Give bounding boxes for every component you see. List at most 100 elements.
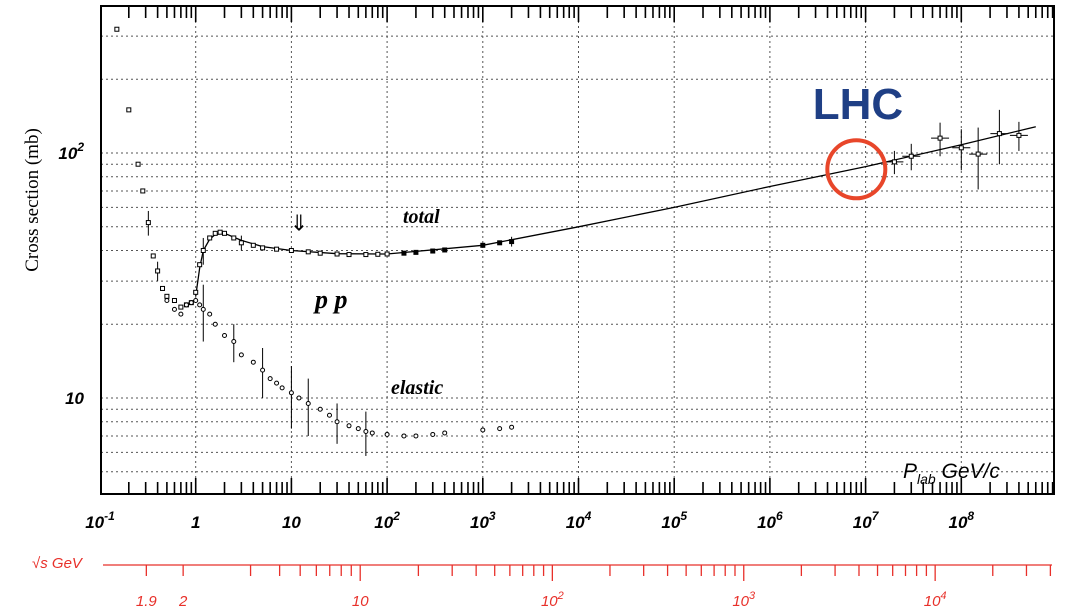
total-data-point [200, 247, 206, 253]
y-tick-label: 10 [65, 389, 84, 408]
elastic-data-point [401, 433, 407, 439]
total-data-point [305, 249, 311, 255]
total-data-point [222, 230, 228, 236]
elastic-data-point [178, 311, 184, 317]
total-data-point [207, 235, 213, 241]
total-data-point [509, 239, 515, 245]
total-data-point [155, 268, 161, 274]
total-data-point [260, 245, 266, 251]
total-data-point [145, 220, 151, 226]
x-tick-label: 105 [661, 509, 687, 532]
elastic-data-point [509, 424, 515, 430]
total-high-energy-data-point [958, 145, 964, 151]
annotation-process: p p [313, 285, 348, 314]
elastic-data-point [193, 298, 199, 304]
elastic-data-point [296, 395, 302, 401]
y-tick-labels: 102 10 [58, 140, 84, 408]
total-data-point [150, 253, 156, 259]
elastic-data-point [355, 426, 361, 432]
total-data-point [384, 251, 390, 257]
elastic-data-point [231, 339, 237, 345]
x-axis-label-main: P [903, 460, 917, 483]
x-tick-label: 106 [757, 509, 783, 532]
total-data-point [250, 242, 256, 248]
elastic-data-point [442, 430, 448, 436]
total-data-point [164, 293, 170, 299]
total-data-point [212, 230, 218, 236]
total-high-energy-data-point [891, 159, 897, 165]
lhc-circle [825, 138, 888, 201]
sqrt-s-tick-label: 2 [178, 593, 188, 607]
total-high-energy-data-point [908, 153, 914, 159]
elastic-data-point [222, 332, 228, 338]
x-axis-label: Plab GeV/c [903, 460, 1000, 487]
x-tick-label: 1 [191, 513, 200, 532]
fit-curve [195, 126, 1036, 297]
lhc-label: LHC [813, 80, 903, 129]
sqrt-s-tick-label: 102 [541, 590, 564, 607]
x-tick-label: 102 [374, 509, 400, 532]
annotation-total: total [403, 206, 440, 228]
elastic-data-point [267, 376, 273, 382]
elastic-data-point [288, 390, 294, 396]
total-high-energy-data-point [996, 131, 1002, 137]
y-axis-label: Cross section (mb) [22, 128, 43, 272]
total-data-point [375, 251, 381, 257]
total-data-point [135, 161, 141, 167]
elastic-data-point [480, 427, 486, 433]
total-data-point [217, 229, 223, 235]
elastic-data-point [212, 321, 218, 327]
total-data-point [401, 250, 407, 256]
total-high-energy-data-point [975, 151, 981, 157]
total-data-point [178, 304, 184, 310]
x-axis-label-unit: GeV/c [936, 460, 1001, 483]
down-arrow-marker: ⇓ [290, 211, 308, 236]
elastic-data-point [326, 412, 332, 418]
total-data-point [171, 298, 177, 304]
elastic-data-point [363, 428, 369, 434]
sqrt-s-axis: √s GeV 1.9 2 10 102 103 104 [32, 555, 1052, 607]
x-tick-label: 103 [470, 509, 496, 532]
fit-curve-group [195, 126, 1036, 297]
total-data-point [480, 242, 486, 248]
total-data-point [442, 247, 448, 253]
total-data-point [274, 246, 280, 252]
x-tick-label: 104 [566, 509, 592, 532]
total-data-point [363, 252, 369, 258]
total-data-point [114, 26, 120, 32]
sqrt-s-tick-label: 103 [732, 590, 756, 607]
total-data-point [497, 240, 503, 246]
sqrt-s-axis-label: √s GeV [32, 555, 84, 572]
total-data-point [288, 247, 294, 253]
sqrt-s-tick-label: 10 [352, 593, 369, 607]
elastic-data-point [274, 380, 280, 386]
elastic-data-point [164, 298, 170, 304]
elastic-data-point [207, 311, 213, 317]
total-data-point [197, 262, 203, 268]
x-tick-label: 108 [948, 509, 974, 532]
sqrt-s-tick-label: 1.9 [136, 593, 158, 607]
total-data-point [334, 251, 340, 257]
elastic-data-point [279, 385, 285, 391]
x-tick-label: 10 [282, 513, 301, 532]
y-tick-label: 102 [58, 140, 84, 163]
plot-frame [100, 5, 1055, 495]
total-data-point [160, 285, 166, 291]
sqrt-s-tick-label: 104 [924, 590, 947, 607]
elastic-data-point [250, 359, 256, 365]
total-data-point [317, 250, 323, 256]
x-tick-labels: 10-1 1 10 102 103 104 105 106 107 108 [85, 509, 974, 532]
elastic-data-point [346, 423, 352, 429]
elastic-data-point [384, 431, 390, 437]
total-data-point [140, 188, 146, 194]
total-high-energy-data-point [1016, 132, 1022, 138]
elastic-data-point [200, 306, 206, 312]
x-tick-label: 10-1 [85, 509, 115, 532]
elastic-data-point [497, 426, 503, 432]
elastic-data-point [183, 302, 189, 308]
total-data-point [193, 289, 199, 295]
elastic-data-point [305, 400, 311, 406]
total-data-point [126, 107, 132, 113]
elastic-data-point [197, 302, 203, 308]
